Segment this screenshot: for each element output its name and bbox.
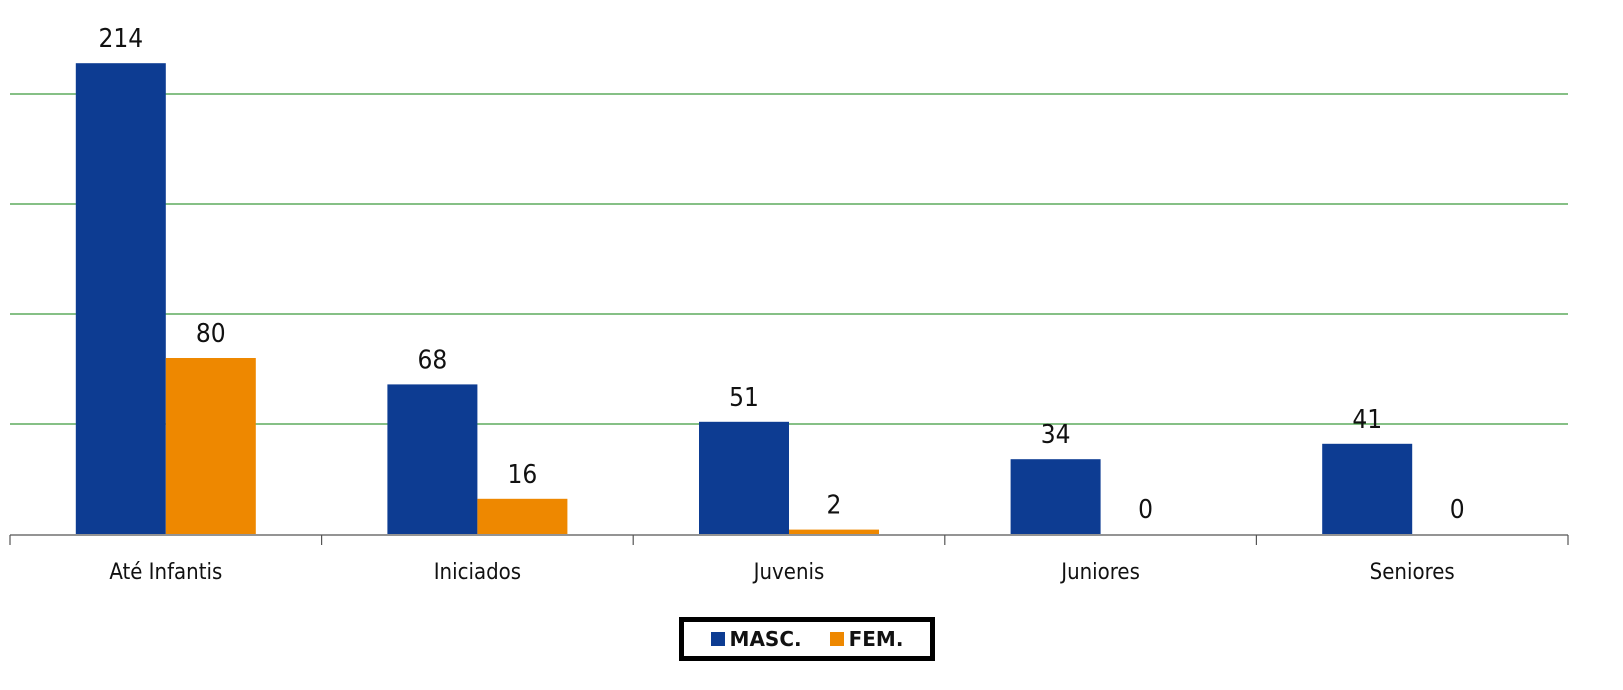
legend-label-masc: MASC. xyxy=(729,627,802,651)
x-axis: Até Infantis Iniciados Juvenis Juniores Seni… xyxy=(9,534,1569,585)
bar-fem-2 xyxy=(789,529,879,534)
bar-masc-3 xyxy=(1010,459,1101,534)
bars xyxy=(75,63,1413,534)
legend-item-fem: FEM. xyxy=(829,627,904,651)
data-label: 0 xyxy=(1138,495,1153,525)
x-tick-label: Iniciados xyxy=(434,560,521,585)
x-tick-label: Até Infantis xyxy=(109,560,222,585)
data-label: 51 xyxy=(729,383,759,413)
data-label: 34 xyxy=(1041,420,1071,450)
data-label: 214 xyxy=(98,24,143,54)
data-label: 80 xyxy=(196,319,226,349)
legend-item-masc: MASC. xyxy=(710,627,802,651)
bar-fem-1 xyxy=(477,498,568,534)
data-label: 68 xyxy=(418,345,448,375)
bar-masc-4 xyxy=(1322,443,1413,534)
bar-fem-0 xyxy=(165,358,256,534)
x-tick-label: Juvenis xyxy=(752,560,825,585)
legend: MASC. FEM. xyxy=(679,617,935,661)
bar-masc-1 xyxy=(387,384,478,534)
data-label: 0 xyxy=(1450,495,1465,525)
x-tick-label: Juniores xyxy=(1059,560,1140,585)
bar-masc-2 xyxy=(699,421,789,534)
legend-swatch-fem xyxy=(829,632,844,646)
legend-swatch-masc xyxy=(710,632,725,646)
bar-masc-0 xyxy=(75,63,166,534)
data-label: 41 xyxy=(1352,405,1382,435)
legend-label-fem: FEM. xyxy=(848,627,904,651)
data-label: 2 xyxy=(827,491,842,521)
x-tick-label: Seniores xyxy=(1370,560,1455,585)
data-label: 16 xyxy=(508,460,538,490)
data-labels: 214 80 68 16 51 2 34 0 41 0 xyxy=(98,24,1464,525)
